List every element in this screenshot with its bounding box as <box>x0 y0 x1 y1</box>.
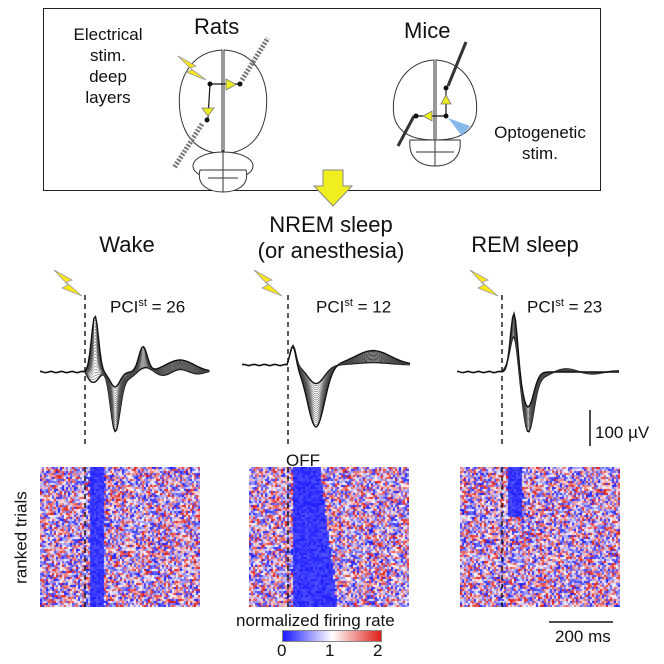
mice-title: Mice <box>404 18 451 43</box>
raster-wake <box>40 467 200 607</box>
lightning-bolt-icon <box>469 269 499 297</box>
pci-rem: PCIst = 23 <box>527 297 603 317</box>
condition-title-rem: REM sleep <box>471 232 579 257</box>
optogenetic-stim-label: Optogenetic stim. <box>494 123 586 163</box>
pci-wake: PCIst = 26 <box>110 297 186 317</box>
colorbar-tick-0: 0 <box>277 641 287 660</box>
colorbar-tick-2: 2 <box>373 641 383 660</box>
lfp-trace <box>241 345 411 428</box>
condition-title-wake: Wake <box>99 232 155 257</box>
raster-nrem <box>249 467 409 607</box>
mouse-arrow-left <box>422 110 433 122</box>
electrode-mouse-1 <box>446 41 468 87</box>
lightning-bolt-icon <box>53 269 83 297</box>
rat-arrow-down <box>201 107 215 117</box>
mouse-arrow-up <box>440 94 452 105</box>
lfp-trace <box>456 311 619 408</box>
pci-nrem: PCIst = 12 <box>316 297 392 317</box>
electrode-mouse-2 <box>396 115 416 147</box>
condition-title-nrem: NREM sleep (or anesthesia) <box>257 212 405 263</box>
raster-rem <box>460 467 620 607</box>
lfp-trace <box>39 315 210 388</box>
rat-arrow-right <box>225 78 237 91</box>
time-scalebar-label: 200 ms <box>555 627 611 646</box>
rats-title: Rats <box>194 14 240 39</box>
colorbar-tick-1: 1 <box>325 641 335 660</box>
lightning-bolt-icon <box>253 269 283 297</box>
lightning-bolt-icon <box>177 55 207 81</box>
optical-fiber-light-icon <box>448 118 470 136</box>
colorbar <box>282 630 382 642</box>
voltage-scalebar-label: 100 µV <box>595 423 650 442</box>
electrical-stim-label: Electrical stim. deep layers <box>73 25 143 107</box>
electrode-rat-1 <box>239 36 271 82</box>
electrode-rat-2 <box>171 122 205 170</box>
colorbar-label: normalized firing rate <box>236 611 395 630</box>
off-period-label: OFF <box>286 451 320 470</box>
